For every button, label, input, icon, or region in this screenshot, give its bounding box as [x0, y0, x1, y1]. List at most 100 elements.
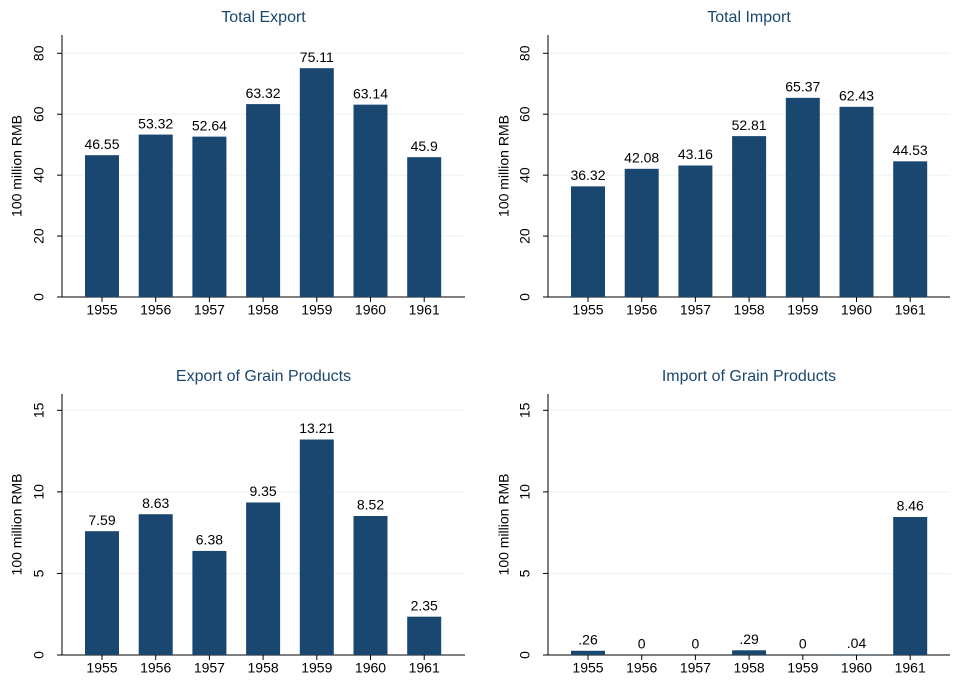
x-tick-label: 1961	[409, 302, 440, 318]
bar	[353, 516, 388, 655]
value-label: 52.81	[732, 117, 767, 133]
bar	[571, 650, 605, 655]
y-axis-title: 100 million RMB	[496, 115, 512, 217]
value-label: 6.38	[196, 532, 223, 548]
chart-title: Total Export	[221, 9, 306, 26]
value-label: 63.14	[353, 85, 388, 101]
value-label: 0	[692, 636, 700, 652]
x-tick-label: 1956	[140, 660, 171, 676]
x-tick-label: 1956	[626, 660, 657, 676]
bar	[85, 531, 119, 655]
bar	[893, 161, 928, 297]
y-tick-label: 20	[31, 228, 47, 244]
value-label: 65.37	[785, 79, 820, 95]
bar	[299, 439, 334, 655]
y-axis-title: 100 million RMB	[9, 474, 25, 576]
value-label: 8.63	[142, 495, 169, 511]
x-tick-label: 1957	[680, 660, 711, 676]
y-tick-label: 10	[517, 484, 533, 500]
y-tick-label: 5	[31, 569, 47, 577]
x-tick-label: 1959	[301, 660, 332, 676]
value-label: 45.9	[411, 138, 438, 154]
y-tick-label: 60	[31, 106, 47, 122]
chart-title: Export of Grain Products	[176, 368, 351, 385]
y-tick-label: 0	[517, 293, 533, 301]
x-tick-label: 1956	[626, 302, 657, 318]
x-tick-label: 1960	[841, 302, 872, 318]
x-tick-label: 1957	[680, 302, 711, 318]
y-tick-label: 10	[31, 484, 47, 500]
x-tick-label: 1961	[895, 302, 926, 318]
value-label: 52.64	[192, 117, 227, 133]
bar	[624, 168, 659, 297]
x-tick-label: 1959	[301, 302, 332, 318]
x-tick-label: 1955	[86, 660, 117, 676]
x-tick-label: 1956	[140, 302, 171, 318]
bar	[299, 68, 334, 297]
bar	[732, 136, 767, 297]
x-tick-label: 1958	[248, 302, 279, 318]
x-tick-label: 1955	[86, 302, 117, 318]
y-tick-label: 0	[31, 651, 47, 659]
y-tick-label: 0	[517, 651, 533, 659]
y-tick-label: 40	[31, 167, 47, 183]
value-label: 13.21	[299, 420, 334, 436]
x-tick-label: 1961	[409, 660, 440, 676]
y-tick-label: 5	[517, 569, 533, 577]
x-tick-label: 1955	[572, 302, 603, 318]
value-label: 43.16	[678, 146, 713, 162]
x-tick-label: 1961	[895, 660, 926, 676]
value-label: 62.43	[839, 88, 874, 104]
y-tick-label: 15	[31, 402, 47, 418]
chart-title: Import of Grain Products	[662, 368, 836, 385]
bar	[138, 514, 173, 655]
y-tick-label: 60	[517, 106, 533, 122]
y-tick-label: 20	[517, 228, 533, 244]
bar	[785, 97, 820, 297]
y-axis-title: 100 million RMB	[496, 474, 512, 576]
value-label: 7.59	[88, 512, 115, 528]
y-tick-label: 15	[517, 402, 533, 418]
value-label: 36.32	[570, 167, 605, 183]
bar	[192, 136, 227, 297]
x-tick-label: 1955	[572, 660, 603, 676]
value-label: 75.11	[300, 49, 334, 65]
value-label: 53.32	[138, 115, 173, 131]
value-label: .29	[739, 631, 759, 647]
value-label: 2.35	[411, 597, 438, 613]
x-tick-label: 1959	[787, 302, 818, 318]
y-tick-label: 80	[31, 45, 47, 61]
x-tick-label: 1960	[841, 660, 872, 676]
value-label: 42.08	[624, 150, 659, 166]
value-label: .04	[847, 635, 867, 651]
bar	[85, 155, 119, 297]
bar	[246, 502, 281, 655]
y-axis-title: 100 million RMB	[9, 115, 25, 217]
y-tick-label: 40	[517, 167, 533, 183]
x-tick-label: 1959	[787, 660, 818, 676]
value-label: 8.46	[897, 498, 924, 514]
bar	[571, 186, 605, 297]
value-label: 0	[638, 636, 646, 652]
bar	[893, 516, 928, 655]
bar	[732, 650, 767, 655]
bar	[839, 654, 874, 655]
x-tick-label: 1958	[734, 660, 765, 676]
value-label: 63.32	[246, 85, 281, 101]
value-label: .26	[578, 631, 598, 647]
value-label: 44.53	[893, 142, 928, 158]
bar	[246, 104, 281, 298]
bar	[407, 616, 442, 655]
value-label: 9.35	[249, 483, 276, 499]
bar	[192, 550, 227, 655]
value-label: 46.55	[84, 136, 119, 152]
x-tick-label: 1957	[194, 302, 225, 318]
x-tick-label: 1960	[355, 302, 386, 318]
x-tick-label: 1960	[355, 660, 386, 676]
bar	[407, 157, 442, 297]
x-tick-label: 1958	[248, 660, 279, 676]
chart-title: Total Import	[707, 9, 791, 26]
value-label: 0	[799, 636, 807, 652]
y-tick-label: 80	[517, 45, 533, 61]
bar	[678, 165, 713, 297]
